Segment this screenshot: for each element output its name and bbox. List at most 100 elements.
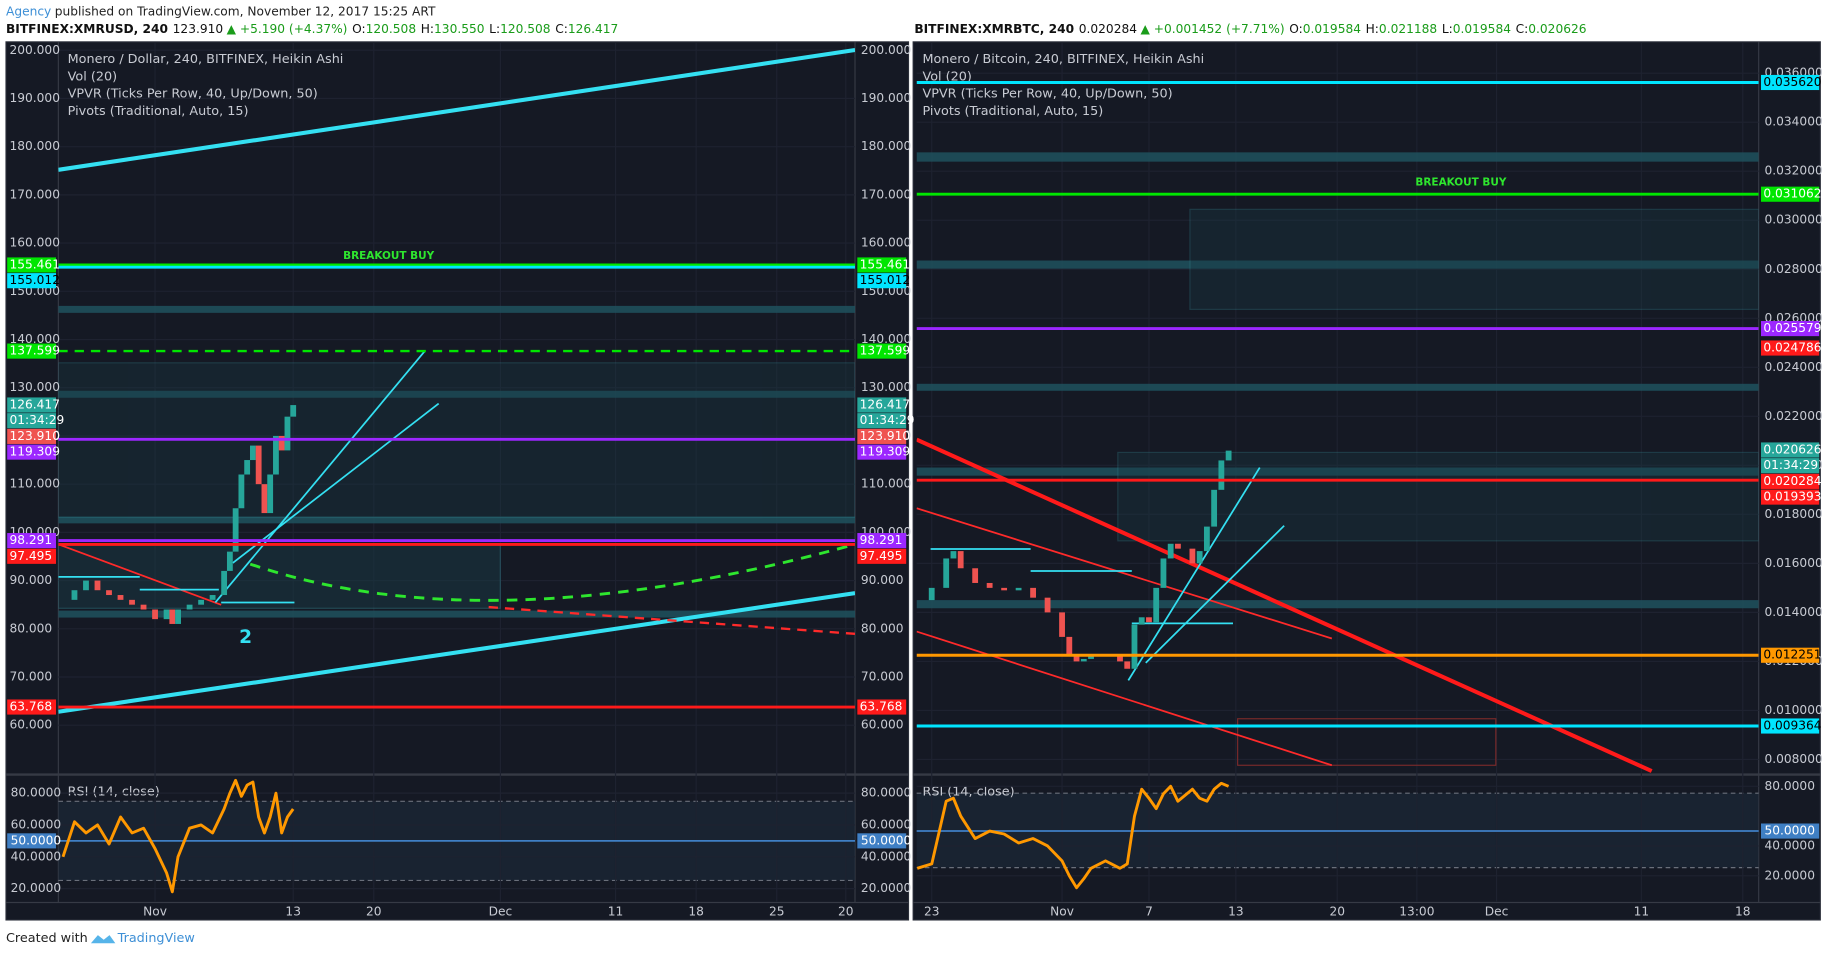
symbol: BITFINEX:XMRBTC, 240	[914, 22, 1074, 36]
trend-line	[58, 591, 856, 714]
price-tag-label: 126.417	[860, 398, 910, 412]
price-tag	[857, 397, 907, 413]
price-tag	[1761, 718, 1820, 734]
price-tag-label: 98.291	[860, 533, 903, 547]
trend-line	[58, 47, 856, 172]
price-tag-label: 0.031062	[1763, 187, 1821, 201]
ohlc-val: 0.019584	[1453, 22, 1511, 36]
candle	[986, 582, 993, 588]
author[interactable]: Agency	[6, 4, 51, 18]
last: 0.020284	[1079, 22, 1137, 36]
y-tick-label: 0.030000	[1764, 213, 1822, 227]
price-tag-label: 126.417	[9, 398, 59, 412]
ohlc-val: 0.021188	[1379, 22, 1437, 36]
price-tag-label: 155.012	[9, 273, 59, 287]
ohlc-key: H:	[1366, 22, 1379, 36]
y-tick-label: 190.000	[861, 91, 911, 105]
x-tick-label: 11	[608, 904, 624, 918]
rsi-tick-label: 60.0000	[861, 817, 911, 831]
candle	[957, 551, 964, 569]
candle	[950, 551, 957, 559]
y-tick-label: 60.000	[9, 718, 52, 732]
candle	[1044, 597, 1051, 613]
box	[1117, 451, 1759, 542]
zone	[916, 467, 1759, 476]
rsi-tick-label: 40.0000	[1764, 838, 1814, 852]
x-tick-label: 20	[838, 904, 854, 918]
rsi-line	[61, 778, 295, 894]
trend-line	[58, 543, 222, 606]
rsi-tag	[7, 833, 57, 849]
rsi-tick-label: 50.0000	[11, 833, 61, 847]
price-tag-label: 0.020284	[1763, 474, 1821, 488]
candle	[198, 599, 205, 605]
y-tick-label: 60.000	[861, 718, 904, 732]
price-tag	[857, 548, 907, 564]
price-tag-label: 63.768	[9, 700, 52, 714]
candle	[1124, 661, 1131, 669]
price-tag-label: 155.461	[9, 257, 59, 271]
price-tag-label: 0.012251	[1763, 648, 1821, 662]
rsi-tick-label: 50.0000	[861, 833, 911, 847]
price-tag	[857, 533, 907, 549]
candle	[1218, 460, 1225, 490]
candle	[140, 604, 147, 610]
indicator: Vol (20)	[68, 69, 117, 84]
indicator: Vol (20)	[922, 69, 971, 84]
candle	[209, 595, 216, 600]
candle	[117, 595, 124, 600]
candle	[169, 609, 176, 624]
x-tick-label: 11	[1634, 904, 1650, 918]
price-tag	[1761, 74, 1820, 91]
zone	[58, 610, 856, 618]
price-tag	[7, 699, 57, 715]
price-tag-label: 119.309	[9, 445, 59, 459]
indicator: Pivots (Traditional, Auto, 15)	[922, 104, 1103, 119]
candle	[267, 474, 274, 514]
candle	[129, 599, 135, 605]
y-tick-label: 180.000	[861, 139, 911, 153]
price-tag	[7, 548, 57, 564]
zone	[916, 260, 1759, 269]
footer-brand[interactable]: TradingView	[117, 931, 195, 946]
price-tag	[7, 533, 57, 549]
price-tag	[857, 428, 907, 444]
x-tick-label: Dec	[489, 904, 513, 918]
ohlc-key: O:	[352, 22, 366, 36]
y-tick-label: 0.034000	[1764, 115, 1822, 129]
y-tick-label: 160.000	[9, 236, 59, 250]
candle	[1175, 543, 1181, 549]
y-tick-label: 130.000	[861, 380, 911, 394]
rsi-tick-label: 20.0000	[1764, 868, 1814, 882]
price-tag-label: 97.495	[860, 549, 903, 563]
trend-line	[214, 350, 426, 604]
candle	[226, 551, 233, 571]
price-tag	[7, 397, 57, 413]
trend-line	[1127, 467, 1261, 681]
price-tag	[1761, 321, 1820, 337]
x-tick-label: 7	[1145, 904, 1153, 918]
indicator: VPVR (Ticks Per Row, 40, Up/Down, 50)	[68, 87, 318, 102]
y-tick-label: 80.000	[9, 621, 52, 635]
price-tag-label: 01:34:29	[860, 413, 915, 427]
y-tick-label: 200.000	[9, 43, 59, 57]
price-tag	[7, 444, 57, 460]
symbol: BITFINEX:XMRUSD, 240	[6, 22, 168, 36]
y-tick-label: 180.000	[9, 139, 59, 153]
candle	[1160, 558, 1167, 588]
ohlc-val: 126.417	[568, 22, 618, 36]
price-tag-label: 0.020626	[1763, 442, 1821, 456]
candle	[1153, 587, 1160, 623]
candle	[1189, 548, 1196, 564]
zone	[58, 390, 856, 398]
ohlc-key: O:	[1289, 22, 1303, 36]
price-tag	[857, 343, 907, 359]
trend-line	[232, 402, 440, 564]
y-tick-label: 0.010000	[1764, 703, 1822, 717]
change: ▲ +0.001452 (+7.71%)	[1140, 22, 1284, 36]
candle	[1138, 617, 1145, 625]
annotation: BREAKOUT BUY	[1415, 177, 1506, 189]
price-series	[928, 450, 1232, 669]
y-tick-label: 80.000	[861, 621, 904, 635]
candle	[1117, 656, 1123, 662]
